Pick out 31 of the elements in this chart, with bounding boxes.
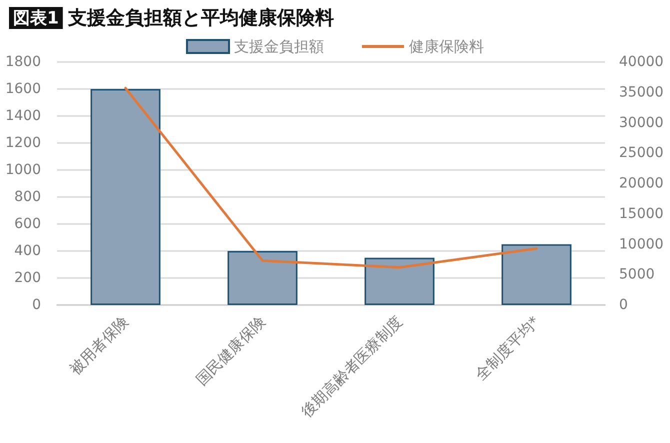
y2-tick-label: 25000 [619,145,664,162]
y-tick-label: 200 [14,270,41,286]
y2-tick-label: 5000 [619,266,655,283]
y-tick-label: 1800 [5,54,41,70]
y-tick-label: 1200 [5,135,41,151]
y2-tick-label: 30000 [619,114,664,131]
y2-tick-label: 0 [619,297,628,313]
bar [228,251,298,305]
bar [90,89,160,305]
y2-tick-label: 40000 [619,54,664,70]
y-tick-label: 1000 [5,162,41,178]
x-tick-label: 後期高齢者医療制度 [298,312,406,421]
y-tick-label: 400 [14,243,41,259]
legend-label: 健康保険料 [409,38,484,56]
legend-label: 支援金負担額 [234,38,324,56]
y2-tick-label: 20000 [619,176,664,192]
line-series [124,86,538,269]
bar [502,244,572,305]
y-tick-label: 600 [14,216,41,232]
chart-title: 図表1 支援金負担額と平均健康保険料 [13,7,334,29]
x-tick-label: 国民健康保険 [192,312,269,390]
y-tick-label: 800 [14,189,41,205]
y2-tick-label: 15000 [619,206,664,222]
x-tick-label: 全制度平均* [472,312,544,384]
y-tick-label: 1400 [5,108,41,124]
y2-tick-label: 35000 [619,84,664,100]
y2-tick-label: 10000 [619,236,664,252]
x-tick-label: 被用者保険 [66,312,132,378]
y-tick-label: 0 [32,297,41,313]
bar [364,258,434,305]
y-tick-label: 1600 [5,81,41,97]
